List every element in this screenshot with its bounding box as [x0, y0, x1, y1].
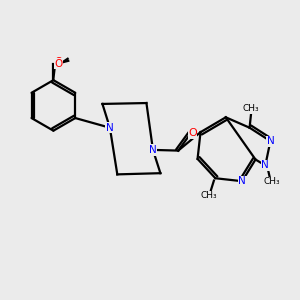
Text: CH₃: CH₃: [264, 177, 280, 186]
Text: N: N: [238, 176, 246, 186]
Text: O: O: [55, 57, 63, 67]
Text: N: N: [266, 136, 274, 146]
Text: N: N: [106, 123, 114, 133]
Text: N: N: [149, 145, 157, 155]
Text: O: O: [188, 128, 197, 138]
Text: CH₃: CH₃: [243, 104, 260, 113]
Text: CH₃: CH₃: [200, 191, 217, 200]
Text: O: O: [55, 59, 63, 69]
Text: N: N: [261, 160, 269, 170]
